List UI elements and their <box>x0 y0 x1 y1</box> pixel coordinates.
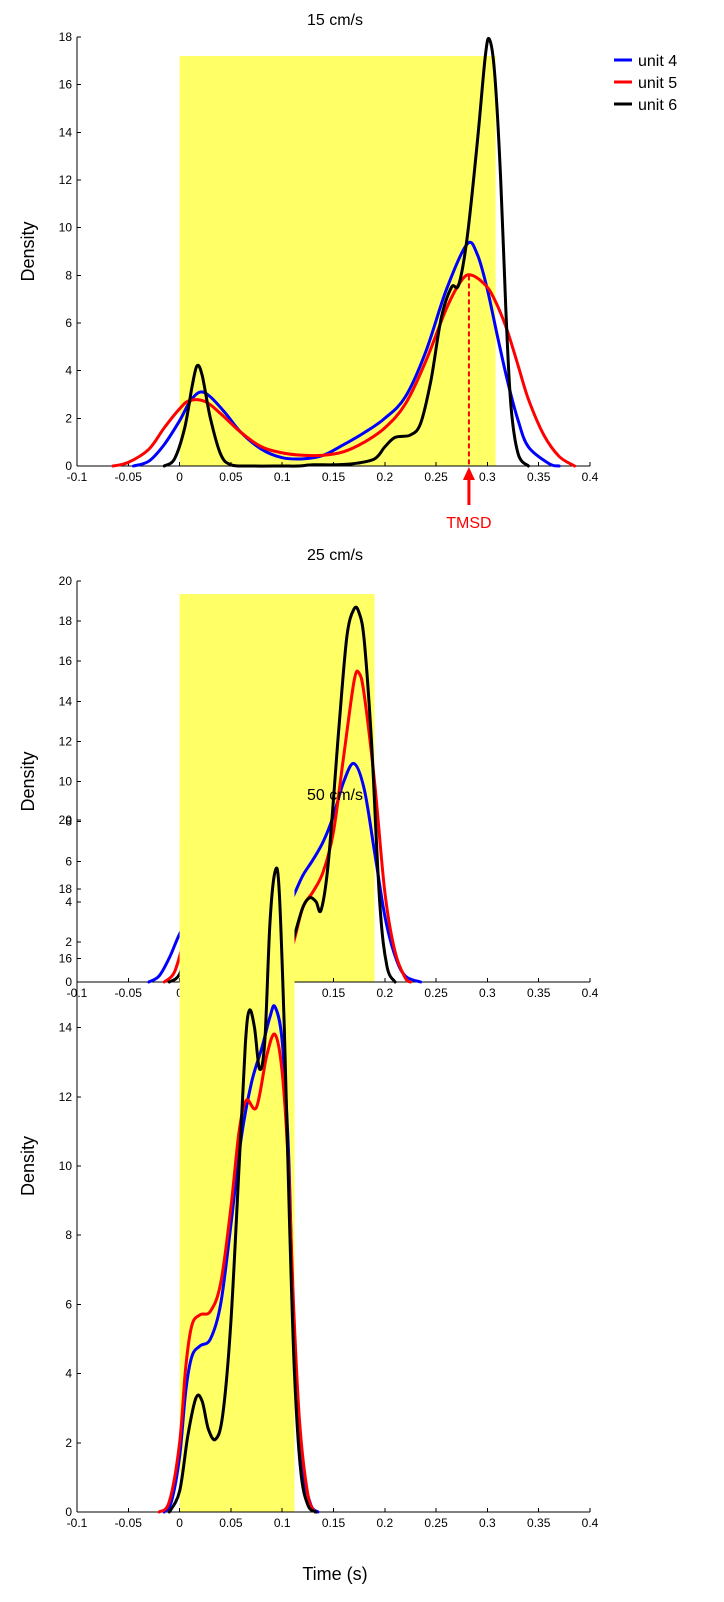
x-tick-label: 0 <box>176 1516 183 1530</box>
legend-label: unit 4 <box>638 53 677 70</box>
x-tick-label: 0.05 <box>219 470 243 484</box>
x-tick-label: 0.05 <box>219 1516 243 1530</box>
y-tick-label: 16 <box>59 654 73 668</box>
y-axis-title: Density <box>18 221 38 281</box>
tmsd-arrow-head <box>462 467 475 480</box>
x-tick-label: 0.2 <box>376 986 393 1000</box>
y-tick-label: 2 <box>65 1436 72 1450</box>
y-tick-label: 6 <box>65 316 72 330</box>
x-tick-label: -0.05 <box>115 470 143 484</box>
x-tick-label: 0.35 <box>527 1516 551 1530</box>
x-tick-label: 0.25 <box>424 986 448 1000</box>
y-tick-label: 20 <box>59 574 73 588</box>
panel-title: 25 cm/s <box>307 547 363 564</box>
y-tick-label: 8 <box>65 1228 72 1242</box>
y-tick-label: 18 <box>59 614 73 628</box>
x-tick-label: 0 <box>176 470 183 484</box>
y-axis-title: Density <box>18 1136 38 1196</box>
series-line-unit-5 <box>111 273 577 468</box>
x-tick-label: 0.2 <box>376 470 393 484</box>
x-tick-label: 0.2 <box>376 1516 393 1530</box>
y-tick-label: 16 <box>59 78 73 92</box>
x-tick-label: 0.4 <box>582 986 599 1000</box>
panel-3: -0.1 -0.05 0 0.05 0.1 0.15 0.2 0.25 0.3 0.35 0.4 0 2… <box>18 787 599 1530</box>
y-tick-label: 10 <box>59 221 73 235</box>
y-tick-label: 16 <box>59 951 73 965</box>
series-line-unit-5 <box>157 1032 317 1514</box>
y-tick-label: 8 <box>65 815 72 829</box>
y-axis-title: Density <box>18 751 38 811</box>
x-tick-label: 0.3 <box>479 1516 496 1530</box>
x-tick-label: -0.1 <box>67 1516 88 1530</box>
x-tick-label: 0.15 <box>322 470 346 484</box>
panel-1: -0.1 -0.05 0 0.05 0.1 0.15 0.2 0.25 0.3 0.35 0.4 0 2… <box>18 12 599 484</box>
series-line-unit-6 <box>162 36 530 468</box>
y-tick-label: 10 <box>59 775 73 789</box>
y-tick-label: 0 <box>65 975 72 989</box>
y-tick-label: 8 <box>65 268 72 282</box>
x-tick-label: 0.1 <box>274 1516 291 1530</box>
x-tick-label: 0.15 <box>322 986 346 1000</box>
y-tick-label: 0 <box>65 459 72 473</box>
y-tick-label: 20 <box>59 813 73 827</box>
y-tick-label: 10 <box>59 1159 73 1173</box>
y-tick-label: 4 <box>65 364 72 378</box>
x-tick-label: 0.3 <box>479 470 496 484</box>
x-tick-label: -0.05 <box>115 986 143 1000</box>
x-tick-label: -0.1 <box>67 470 88 484</box>
panel-title: 50 cm/s <box>307 787 363 804</box>
panels: -0.1 -0.05 0 0.05 0.1 0.15 0.2 0.25 0.3 0.35 0.4 0 2… <box>18 12 599 1530</box>
x-tick-label: 0.4 <box>582 470 599 484</box>
y-tick-label: 6 <box>65 1297 72 1311</box>
legend: unit 4 unit 5 unit 6 <box>614 53 677 114</box>
y-tick-label: 14 <box>59 1021 73 1035</box>
stimulus-highlight-band <box>179 56 496 466</box>
series-line-unit-4 <box>131 240 561 468</box>
x-tick-label: 0.1 <box>274 470 291 484</box>
y-tick-label: 0 <box>65 1505 72 1519</box>
y-tick-label: 18 <box>59 882 73 896</box>
x-tick-label: 0.35 <box>527 986 551 1000</box>
x-tick-label: 0.15 <box>322 1516 346 1530</box>
tmsd-label: TMSD <box>446 515 491 532</box>
panel-2: -0.1-0.0500.050.10.150.20.250.30.350.402… <box>18 547 599 1000</box>
x-tick-label: 0.35 <box>527 470 551 484</box>
y-tick-label: 18 <box>59 30 73 44</box>
y-tick-label: 12 <box>59 1090 73 1104</box>
x-tick-label: 0.25 <box>424 1516 448 1530</box>
y-tick-label: 6 <box>65 855 72 869</box>
y-tick-label: 12 <box>59 734 73 748</box>
panel-title: 15 cm/s <box>307 12 363 29</box>
y-tick-label: 2 <box>65 411 72 425</box>
legend-label: unit 6 <box>638 97 677 114</box>
x-tick-label: 0.25 <box>424 470 448 484</box>
x-tick-label: -0.05 <box>115 1516 143 1530</box>
y-tick-label: 14 <box>59 125 73 139</box>
legend-label: unit 5 <box>638 75 677 92</box>
y-tick-label: 12 <box>59 173 73 187</box>
y-tick-label: 4 <box>65 895 72 909</box>
tmsd-annotation: TMSD <box>446 275 492 532</box>
x-tick-label: 0.4 <box>582 1516 599 1530</box>
series-line-unit-6 <box>167 866 318 1514</box>
y-tick-label: 2 <box>65 935 72 949</box>
y-tick-label: 4 <box>65 1367 72 1381</box>
x-tick-label: 0.3 <box>479 986 496 1000</box>
y-tick-label: 14 <box>59 694 73 708</box>
x-axis-title: Time (s) <box>302 1564 367 1584</box>
